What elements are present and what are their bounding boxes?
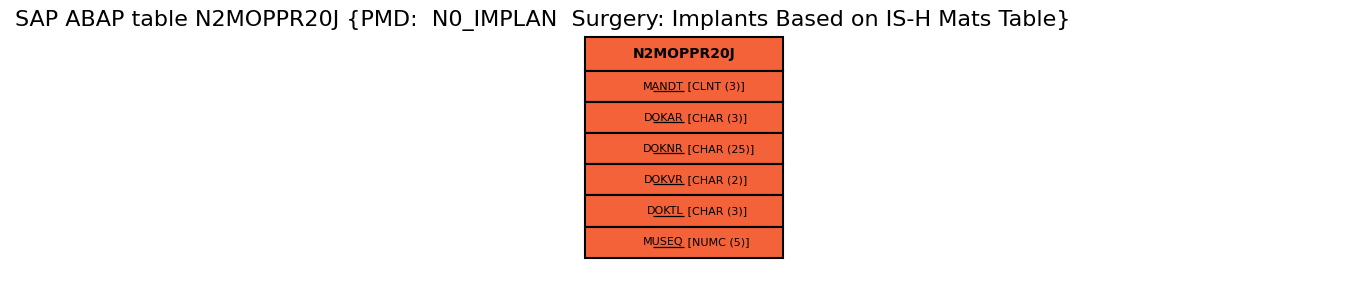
Text: [CHAR (2)]: [CHAR (2)] (684, 175, 747, 185)
Text: [CHAR (3)]: [CHAR (3)] (684, 206, 747, 216)
FancyBboxPatch shape (585, 227, 783, 258)
Text: [CHAR (3)]: [CHAR (3)] (684, 113, 747, 123)
Text: MANDT: MANDT (643, 82, 684, 91)
Text: DOKAR: DOKAR (644, 113, 684, 123)
Text: [CLNT (3)]: [CLNT (3)] (684, 82, 744, 91)
Text: SAP ABAP table N2MOPPR20J {PMD:  N0_IMPLAN  Surgery: Implants Based on IS-H Mats: SAP ABAP table N2MOPPR20J {PMD: N0_IMPLA… (15, 10, 1071, 31)
Text: [CHAR (25)]: [CHAR (25)] (684, 144, 754, 154)
FancyBboxPatch shape (585, 164, 783, 196)
Text: N2MOPPR20J: N2MOPPR20J (632, 47, 735, 61)
FancyBboxPatch shape (585, 37, 783, 71)
Text: DOKNR: DOKNR (643, 144, 684, 154)
Text: MUSEQ: MUSEQ (643, 237, 684, 247)
FancyBboxPatch shape (585, 71, 783, 102)
FancyBboxPatch shape (585, 133, 783, 164)
Text: DOKTL: DOKTL (647, 206, 684, 216)
Text: DOKVR: DOKVR (644, 175, 684, 185)
FancyBboxPatch shape (585, 196, 783, 227)
Text: [NUMC (5)]: [NUMC (5)] (684, 237, 750, 247)
FancyBboxPatch shape (585, 102, 783, 133)
